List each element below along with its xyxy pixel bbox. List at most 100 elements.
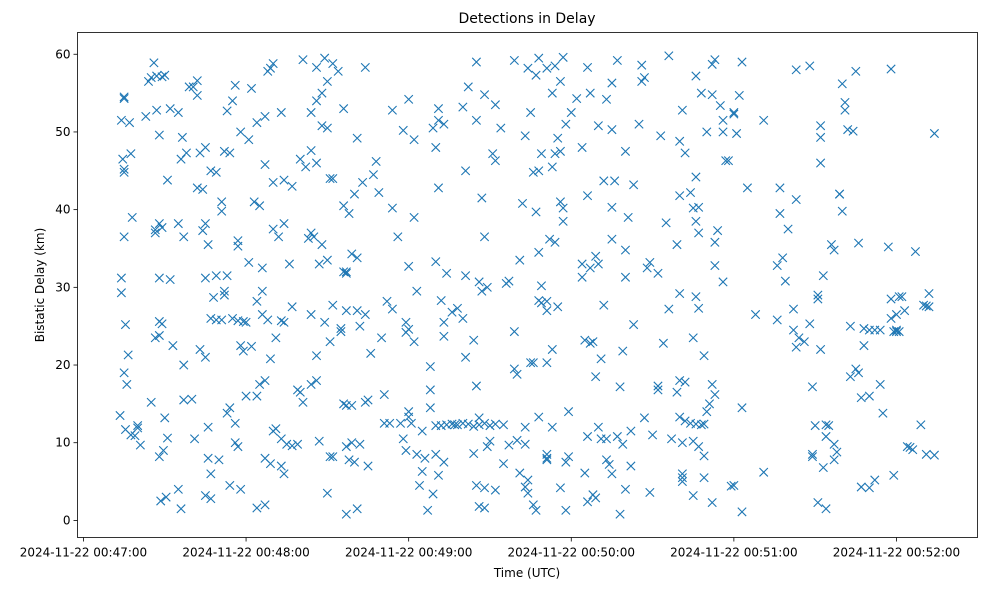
data-point <box>718 277 728 287</box>
data-point <box>607 469 617 479</box>
data-point <box>848 126 858 136</box>
data-point <box>252 391 262 401</box>
data-point <box>287 441 297 451</box>
data-point <box>238 346 248 356</box>
data-point <box>816 132 826 142</box>
data-point <box>488 149 498 159</box>
data-point <box>723 156 734 166</box>
data-point <box>398 434 408 444</box>
data-point <box>677 438 687 448</box>
data-point <box>477 286 487 296</box>
data-point <box>376 333 387 343</box>
data-point <box>582 497 593 507</box>
data-point <box>821 431 831 442</box>
data-point <box>188 82 198 92</box>
data-point <box>555 483 566 493</box>
data-point <box>146 397 156 407</box>
data-point <box>206 494 216 504</box>
data-point <box>358 177 368 188</box>
data-point <box>311 158 322 168</box>
data-point <box>542 63 552 73</box>
data-point <box>629 320 639 330</box>
data-point <box>401 327 411 337</box>
data-point <box>520 482 530 492</box>
data-point <box>542 306 552 316</box>
data-point <box>666 434 677 444</box>
data-point <box>563 452 574 462</box>
data-point <box>450 420 460 430</box>
data-point <box>737 403 747 413</box>
data-point <box>225 480 235 491</box>
data-point <box>401 317 411 327</box>
data-point <box>851 66 861 76</box>
data-point <box>119 232 129 242</box>
data-point <box>807 382 818 392</box>
y-tick-label: 50 <box>55 125 70 139</box>
data-point <box>439 457 449 467</box>
data-point <box>810 421 820 431</box>
data-point <box>355 321 365 331</box>
data-point <box>921 449 931 459</box>
data-point <box>339 399 349 409</box>
data-point <box>322 123 332 133</box>
data-point <box>203 453 213 463</box>
data-point <box>382 296 392 306</box>
data-point <box>794 333 804 343</box>
x-tick-label: 2024-11-22 00:47:00 <box>20 546 147 560</box>
data-point <box>276 461 286 471</box>
data-point <box>311 62 322 73</box>
data-point <box>601 455 612 465</box>
data-point <box>837 206 847 216</box>
data-point <box>222 271 232 281</box>
data-point <box>577 259 587 269</box>
data-point <box>824 421 834 431</box>
data-point <box>257 263 267 273</box>
data-point <box>146 72 156 83</box>
data-point <box>352 133 362 143</box>
data-point <box>192 76 202 86</box>
data-point <box>252 118 262 128</box>
data-point <box>750 309 761 320</box>
data-point <box>236 484 246 494</box>
data-point <box>891 325 902 335</box>
data-point <box>252 296 262 306</box>
data-point <box>542 453 552 463</box>
data-point <box>542 358 552 368</box>
data-point <box>154 273 164 283</box>
data-point <box>680 377 690 387</box>
data-point <box>479 90 490 100</box>
data-point <box>664 304 674 314</box>
data-point <box>837 79 847 89</box>
data-point <box>246 83 257 94</box>
data-point <box>547 162 557 172</box>
data-point <box>778 253 788 263</box>
data-point <box>257 286 267 296</box>
data-point <box>596 354 606 364</box>
data-point <box>181 148 192 158</box>
data-point <box>875 379 885 390</box>
data-point <box>344 208 354 219</box>
data-point <box>265 354 276 364</box>
data-point <box>401 445 411 456</box>
data-point <box>607 234 617 244</box>
y-axis: 0 10 20 30 40 50 60 <box>55 47 78 527</box>
data-point <box>355 439 365 449</box>
data-point <box>509 364 519 374</box>
data-point <box>412 449 422 459</box>
data-point <box>490 485 500 495</box>
y-tick-label: 40 <box>55 203 70 217</box>
data-point <box>255 379 265 390</box>
data-point <box>582 62 593 73</box>
data-point <box>843 125 853 135</box>
data-point <box>341 268 351 278</box>
data-point <box>878 408 888 418</box>
data-points <box>115 51 939 519</box>
data-point <box>246 341 257 351</box>
data-point <box>582 431 593 442</box>
data-point <box>225 403 235 413</box>
data-point <box>414 480 425 491</box>
data-point <box>279 317 289 327</box>
data-point <box>287 302 297 312</box>
data-point <box>265 63 276 73</box>
data-point <box>347 400 357 411</box>
